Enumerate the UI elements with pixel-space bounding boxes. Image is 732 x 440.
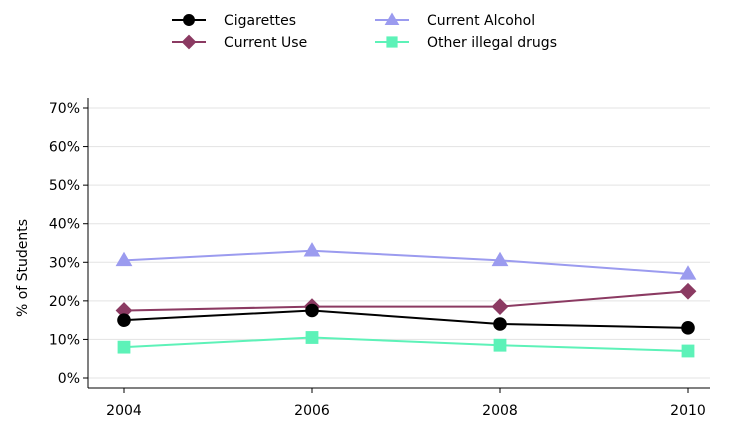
legend-marker bbox=[181, 34, 197, 50]
series-line bbox=[123, 336, 689, 352]
legend: Cigarettes Current Alcohol Current Use Othe… bbox=[172, 12, 557, 51]
grid-lines bbox=[88, 107, 710, 379]
data-point bbox=[303, 242, 321, 257]
legend-marker bbox=[386, 36, 398, 48]
data-point bbox=[115, 251, 133, 267]
series-current-alcohol bbox=[115, 242, 697, 280]
data-point bbox=[681, 321, 695, 335]
series-group bbox=[115, 242, 697, 358]
legend-item: Current Use bbox=[172, 34, 307, 51]
data-point bbox=[493, 317, 507, 331]
legend-item: Current Alcohol bbox=[375, 12, 535, 29]
y-tick-label: 40% bbox=[49, 217, 80, 233]
x-tick-label: 2006 bbox=[294, 403, 330, 419]
data-point bbox=[305, 331, 319, 344]
y-tick-label: 20% bbox=[49, 294, 80, 310]
legend-item: Other illegal drugs bbox=[375, 35, 557, 51]
data-point bbox=[491, 251, 509, 267]
data-point bbox=[305, 303, 319, 318]
legend-marker bbox=[384, 12, 400, 26]
y-axis-title: % of Students bbox=[15, 219, 31, 317]
legend-item: Cigarettes bbox=[172, 13, 296, 29]
data-point bbox=[681, 344, 695, 358]
series-line bbox=[123, 309, 689, 329]
axes: 0% 10% 20% 30% 40% 50% 60% 70% 2004 2006 2008 2010 bbox=[49, 98, 710, 419]
series-line bbox=[123, 290, 689, 312]
y-tick-label: 50% bbox=[49, 178, 80, 194]
x-tick-label: 2010 bbox=[670, 403, 706, 419]
legend-label: Current Alcohol bbox=[427, 13, 535, 29]
legend-label: Cigarettes bbox=[224, 13, 296, 29]
legend-label: Current Use bbox=[224, 35, 307, 51]
data-point bbox=[491, 298, 509, 316]
data-point bbox=[679, 282, 697, 300]
data-point bbox=[679, 265, 697, 280]
data-point bbox=[115, 302, 133, 319]
data-point bbox=[493, 338, 507, 352]
y-tick-label: 10% bbox=[49, 332, 80, 348]
data-point bbox=[117, 313, 131, 327]
y-tick-label: 30% bbox=[49, 255, 80, 271]
y-tick-label: 60% bbox=[49, 140, 80, 156]
x-tick-label: 2008 bbox=[482, 403, 518, 419]
data-point bbox=[117, 340, 131, 354]
series-other-illegal-drugs bbox=[117, 331, 695, 358]
legend-label: Other illegal drugs bbox=[427, 35, 557, 51]
series-cigarettes bbox=[117, 303, 695, 335]
x-tick-label: 2004 bbox=[106, 403, 142, 419]
series-line bbox=[123, 249, 689, 275]
y-tick-label: 70% bbox=[49, 101, 80, 117]
y-tick-label: 0% bbox=[58, 371, 80, 387]
legend-marker bbox=[183, 14, 195, 26]
